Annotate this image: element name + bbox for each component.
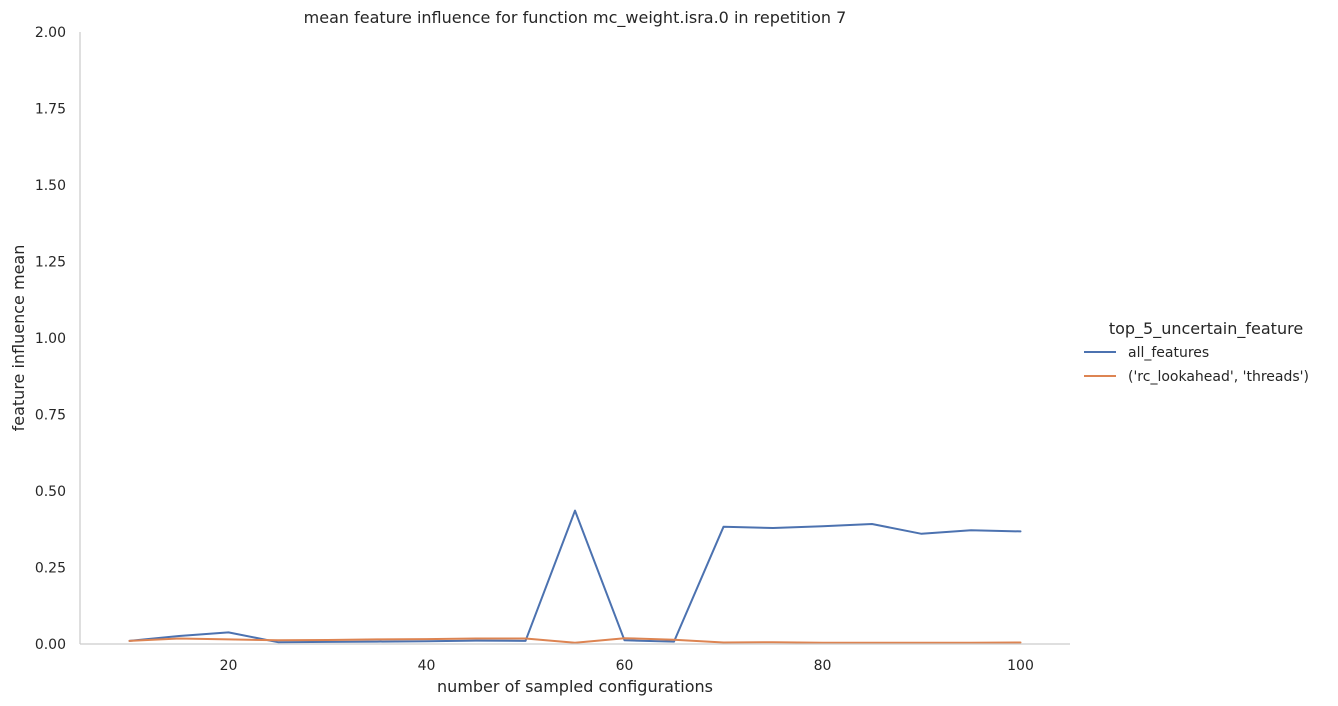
chart-title: mean feature influence for function mc_w… [304, 8, 847, 28]
x-tick-labels: 20 40 60 80 100 [220, 658, 1034, 674]
y-tick-label: 1.75 [35, 102, 66, 118]
legend: top_5_uncertain_feature all_features ('rc… [1084, 319, 1309, 385]
y-tick-label: 1.00 [35, 331, 66, 347]
y-tick-label: 0.00 [35, 637, 66, 653]
y-tick-labels: 0.00 0.25 0.50 0.75 1.00 1.25 1.50 1.75 2.00 [35, 25, 66, 653]
y-tick-label: 1.25 [35, 255, 66, 271]
plot-area [128, 509, 1022, 644]
series-line-0 [128, 509, 1022, 644]
y-tick-label: 0.25 [35, 561, 66, 577]
x-tick-label: 80 [814, 658, 832, 674]
legend-title: top_5_uncertain_feature [1109, 319, 1303, 339]
legend-label-0: all_features [1128, 345, 1209, 361]
legend-label-1: ('rc_lookahead', 'threads') [1128, 369, 1309, 385]
y-tick-label: 0.50 [35, 484, 66, 500]
y-tick-label: 1.50 [35, 178, 66, 194]
series-line-1 [128, 637, 1022, 644]
x-tick-label: 40 [418, 658, 436, 674]
x-tick-label: 20 [220, 658, 238, 674]
x-tick-label: 100 [1007, 658, 1034, 674]
y-tick-label: 0.75 [35, 408, 66, 424]
y-tick-label: 2.00 [35, 25, 66, 41]
y-axis-label: feature influence mean [9, 245, 28, 432]
x-axis-label: number of sampled configurations [437, 677, 713, 696]
x-tick-label: 60 [616, 658, 634, 674]
